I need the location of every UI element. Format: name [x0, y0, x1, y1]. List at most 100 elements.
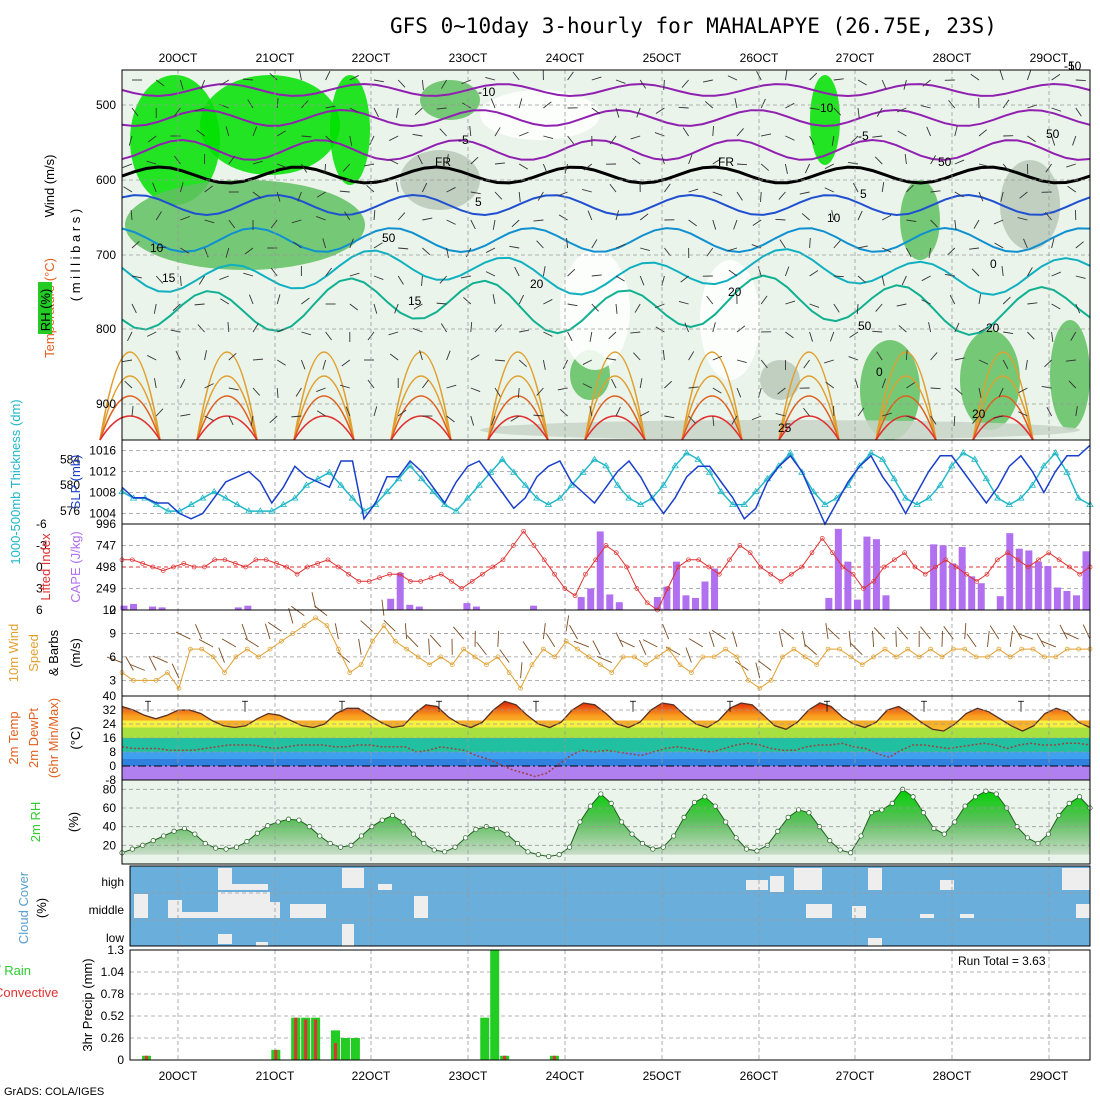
warm-contour	[875, 375, 937, 441]
wind-speed-point	[905, 646, 911, 652]
li-point	[716, 571, 722, 577]
run-total: Run Total = 3.63	[958, 954, 1046, 968]
wind-barb	[639, 213, 649, 221]
wind-barb	[225, 247, 230, 258]
wind-speed-point	[142, 678, 148, 683]
wind-barb	[1019, 191, 1028, 199]
wind-barb	[876, 107, 883, 117]
wind-barb	[325, 135, 334, 144]
wind-barb	[760, 295, 768, 305]
warm-contour	[487, 375, 549, 441]
precip-conv-bar	[274, 1049, 278, 1060]
thickness-point	[694, 455, 702, 462]
rh-point	[785, 814, 791, 820]
wind-barb	[277, 163, 287, 169]
wind-barb	[276, 97, 279, 109]
wind-barb	[250, 415, 254, 426]
rh2m-panel: 80 60 40 20	[103, 779, 1093, 865]
rh-point	[577, 819, 583, 825]
thickness-point	[913, 500, 921, 508]
cape-bar	[1034, 561, 1042, 610]
slp-tick: 1008	[89, 486, 116, 500]
rh-point	[244, 839, 250, 845]
warm-contour	[778, 415, 840, 441]
wind-barb	[1026, 70, 1032, 81]
cape-bar	[406, 604, 414, 610]
wind-barb-10m	[758, 660, 772, 671]
wind-barb	[921, 299, 931, 305]
wind-barb	[680, 275, 689, 283]
wind-barb	[928, 247, 932, 258]
wind-barb	[1018, 411, 1028, 417]
wind-barb	[681, 79, 689, 88]
thickness-point	[464, 494, 472, 501]
thickness-point	[1028, 481, 1037, 488]
wind-barb	[466, 247, 472, 258]
li-tick: 3	[36, 582, 43, 596]
slp-thickness-panel: 584 580 576 1016 1012 1008 1004	[60, 439, 1094, 526]
wind-barb-10m	[195, 624, 203, 640]
wind-barb	[785, 300, 796, 305]
lifted-index-line	[122, 530, 1091, 611]
rh-point	[910, 794, 916, 800]
cape-bar	[853, 599, 861, 610]
wind-barb	[542, 266, 546, 277]
li-point	[531, 543, 537, 548]
wind-speed-point	[689, 670, 694, 675]
wind-barb	[1075, 303, 1081, 314]
warm-contour	[778, 351, 840, 441]
cape-bar	[387, 598, 395, 610]
wind-barb	[760, 191, 762, 203]
wind-barb	[248, 294, 254, 305]
wind-barb	[395, 182, 399, 193]
wind-barb	[179, 79, 184, 90]
wind-barb	[422, 379, 429, 389]
wind-barb	[921, 275, 931, 282]
li-point	[294, 571, 300, 577]
cape-bar	[615, 602, 623, 610]
wind-barb	[470, 354, 480, 361]
wind-barb	[219, 275, 229, 281]
li-point	[335, 564, 341, 570]
cape-tick: 498	[96, 560, 116, 574]
thickness-point	[706, 468, 714, 475]
li-point	[212, 557, 218, 563]
wind-barb	[439, 128, 447, 137]
temperature-contour	[121, 108, 1091, 128]
wind-barb	[970, 73, 980, 81]
wind-speed-point	[404, 646, 410, 652]
ylabel-rh2m: 2m RH	[28, 802, 43, 842]
bottom-date-axis: 20OCT 21OCT 22OCT 23OCT 24OCT 25OCT 26OCT 27OCT…	[159, 1069, 1069, 1083]
wind-barb	[778, 191, 786, 200]
wind-barb	[920, 105, 931, 109]
wind-barb-10m	[569, 625, 578, 640]
wind-barb	[896, 303, 907, 307]
wind-speed-point	[882, 646, 888, 652]
wind-barb	[562, 359, 569, 370]
wind-barb	[978, 387, 982, 398]
wind-barb	[557, 387, 568, 391]
wind-barb	[485, 247, 496, 253]
warm-contour	[584, 375, 646, 441]
warm-contour	[681, 351, 743, 441]
rh-point	[161, 833, 167, 839]
wind-barb-10m	[615, 632, 624, 648]
wind-barb	[301, 163, 308, 173]
wind-barb	[180, 413, 191, 417]
wind-barb	[543, 331, 553, 337]
cape-tick: 747	[96, 539, 116, 553]
thickness-point	[325, 468, 334, 475]
thickness-point	[498, 455, 506, 462]
wind-barb	[301, 100, 309, 109]
wind-barb	[567, 135, 575, 145]
wind-barb	[469, 126, 472, 137]
contour-label: FR	[718, 155, 734, 169]
wind-barb-10m	[476, 641, 487, 656]
precip-conv-bar	[144, 1055, 148, 1060]
wind-barb	[461, 79, 471, 85]
warm-contour	[196, 375, 258, 441]
wind-barb	[664, 247, 671, 257]
wind-barb	[678, 300, 689, 305]
slp-tick: 1012	[89, 465, 116, 479]
precip-panel: 1.3 1.04 0.78 0.52 0.26 0 Run Total = 3.63	[101, 943, 1091, 1067]
